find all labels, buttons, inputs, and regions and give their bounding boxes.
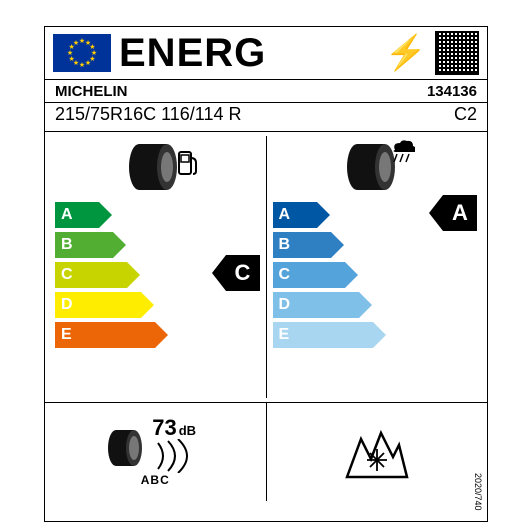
noise-class-label: ABC: [141, 473, 170, 487]
brand-row: MICHELIN 134136: [45, 80, 487, 100]
regulation-number: 2020/740: [473, 473, 483, 511]
grade-letter: B: [279, 236, 291, 254]
grade-letter: C: [279, 266, 291, 284]
tire-wet-icon: [335, 140, 415, 194]
fuel-efficiency-column: ABCDE C: [49, 136, 266, 398]
grade-letter: E: [61, 326, 72, 344]
energy-label-card: ★★★★★★★★★★★★ ENERG ⚡ MICHELIN 134136 215…: [44, 26, 488, 522]
grade-arrow: D: [273, 292, 478, 318]
grade-letter: C: [61, 266, 73, 284]
ratings-area: ABCDE C: [45, 132, 487, 402]
lightning-icon: ⚡: [385, 36, 427, 70]
noise-value: 73: [152, 415, 176, 440]
grade-letter: D: [279, 296, 291, 314]
fuel-rating-badge: C: [212, 255, 260, 291]
tire-size: 215/75R16C 116/114 R: [55, 104, 241, 125]
wet-rating-badge: A: [429, 195, 477, 231]
fuel-rating-letter: C: [226, 255, 260, 291]
grade-letter: A: [279, 206, 291, 224]
tire-noise-icon: [102, 420, 150, 470]
grade-arrow: A: [55, 202, 260, 228]
size-row: 215/75R16C 116/114 R C2: [45, 103, 487, 129]
grade-letter: A: [61, 206, 73, 224]
brand: MICHELIN: [55, 83, 128, 100]
grade-letter: D: [61, 296, 73, 314]
snow-mountain-icon: [341, 421, 413, 483]
wet-rating-letter: A: [443, 195, 477, 231]
grade-arrow: E: [273, 322, 478, 348]
energy-word: ENERG: [119, 33, 381, 73]
tire-fuel-icon: [117, 140, 197, 194]
grade-arrow: D: [55, 292, 260, 318]
winter-column: [266, 403, 488, 501]
bottom-row: 73dB ABC: [45, 402, 487, 501]
grade-arrow: E: [55, 322, 260, 348]
wet-grip-column: ABCDE A: [266, 136, 484, 398]
tire-class: C2: [454, 104, 477, 125]
product-code: 134136: [427, 83, 477, 100]
noise-unit: dB: [179, 423, 196, 438]
sound-waves-icon: [152, 439, 208, 473]
eu-flag-icon: ★★★★★★★★★★★★: [53, 34, 111, 72]
grade-letter: E: [279, 326, 290, 344]
grade-arrow: C: [273, 262, 478, 288]
grade-letter: B: [61, 236, 73, 254]
grade-arrow: B: [273, 232, 478, 258]
noise-column: 73dB ABC: [45, 403, 266, 501]
header: ★★★★★★★★★★★★ ENERG ⚡: [45, 27, 487, 77]
qr-code-icon: [435, 31, 479, 75]
